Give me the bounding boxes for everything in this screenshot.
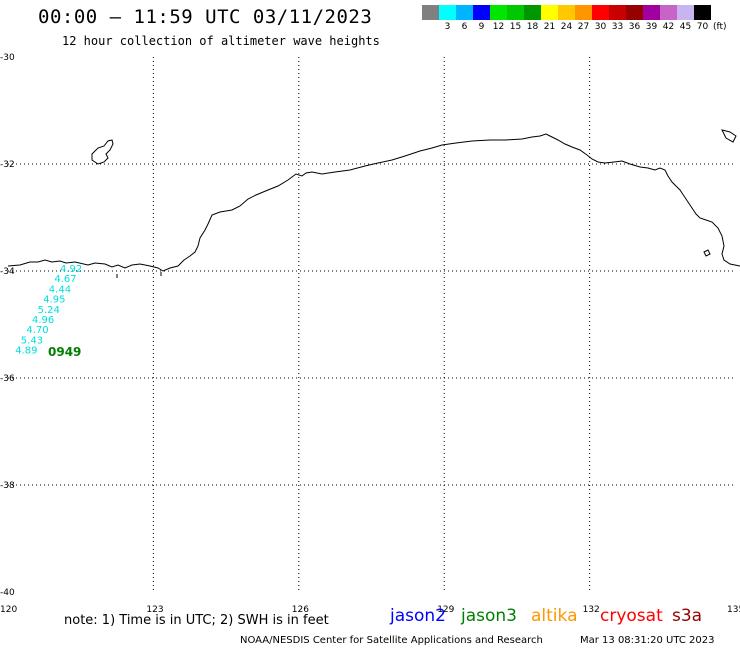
legend-swatch	[609, 5, 626, 20]
legend-label: 3	[444, 22, 451, 32]
legend-swatch	[694, 5, 711, 20]
legend-label: 30	[594, 22, 607, 32]
graticule-grid	[8, 57, 735, 592]
lon-tick-label: 135	[727, 605, 740, 615]
wave-height-value: 4.67	[54, 274, 76, 285]
wave-height-value: 4.44	[49, 284, 71, 295]
wave-height-value: 4.92	[60, 264, 82, 275]
coastline	[7, 133, 740, 272]
satellite-name: jason2	[390, 606, 446, 626]
lon-tick-label: 123	[146, 605, 163, 615]
legend-swatch	[490, 5, 507, 20]
legend-label: 15	[509, 22, 522, 32]
legend-swatch	[524, 5, 541, 20]
lon-tick-label: 129	[437, 605, 454, 615]
credit-text: NOAA/NESDIS Center for Satellite Applica…	[240, 635, 543, 646]
lat-tick-label: -30	[0, 53, 15, 63]
legend-label: 33	[611, 22, 624, 32]
wave-height-value: 5.43	[21, 335, 43, 346]
legend-label: 18	[526, 22, 539, 32]
timestamp-text: Mar 13 08:31:20 UTC 2023	[580, 635, 715, 646]
wave-readings: 4.924.674.444.955.244.964.705.434.89	[15, 264, 82, 357]
legend-label: 6	[461, 22, 468, 32]
satellite-name: jason3	[461, 606, 517, 626]
wave-height-value: 4.96	[32, 315, 54, 326]
legend-label: 27	[577, 22, 590, 32]
legend-label: 45	[679, 22, 692, 32]
legend-swatch	[422, 5, 439, 20]
map-title: 00:00 – 11:59 UTC 03/11/2023	[38, 6, 373, 28]
legend-label: 24	[560, 22, 573, 32]
lon-tick-label: 132	[583, 605, 600, 615]
lon-tick-label: 126	[292, 605, 309, 615]
island-east	[721, 129, 737, 143]
color-legend-labels: 3 6 9 12 15 18 21 24 27 30 33 36 39 42 45 70 (ft)	[422, 22, 735, 32]
wave-height-value: 4.89	[15, 346, 37, 357]
footer-note: note: 1) Time is in UTC; 2) SWH is in fe…	[64, 613, 329, 628]
pass-time-label: 0949	[48, 345, 81, 359]
legend-label: 12	[492, 22, 505, 32]
legend-swatch	[677, 5, 694, 20]
legend-swatch	[575, 5, 592, 20]
satellite-name: s3a	[672, 606, 703, 626]
legend-swatch	[558, 5, 575, 20]
legend-label: 39	[645, 22, 658, 32]
map-subtitle: 12 hour collection of altimeter wave hei…	[62, 34, 380, 48]
legend-swatch	[541, 5, 558, 20]
legend-swatch	[439, 5, 456, 20]
satellite-name: cryosat	[600, 606, 663, 626]
legend-label: 42	[662, 22, 675, 32]
legend-swatch	[473, 5, 490, 20]
wave-height-value: 4.70	[26, 325, 48, 336]
legend-label: 36	[628, 22, 641, 32]
legend-swatch	[626, 5, 643, 20]
legend-label: 9	[478, 22, 485, 32]
wave-height-value: 4.95	[43, 295, 65, 306]
legend-swatch	[592, 5, 609, 20]
satellite-name: altika	[531, 606, 578, 626]
lat-tick-label: -34	[0, 267, 15, 277]
lat-tick-label: -40	[0, 588, 15, 598]
legend-swatch	[660, 5, 677, 20]
legend-swatch	[507, 5, 524, 20]
island-coast	[91, 139, 114, 165]
legend-unit: (ft)	[713, 22, 727, 32]
legend-label: 70	[696, 22, 709, 32]
lat-tick-label: -38	[0, 481, 15, 491]
legend-swatch	[456, 5, 473, 20]
lat-tick-label: -36	[0, 374, 15, 384]
axis-tick-labels: 120 123 126 129 132 135 -30 -32 -34 -36 -38 -40	[0, 53, 740, 615]
color-legend	[422, 5, 711, 20]
legend-label: 21	[543, 22, 556, 32]
legend-swatch	[643, 5, 660, 20]
lat-tick-label: -32	[0, 160, 15, 170]
wave-height-value: 5.24	[38, 305, 60, 316]
small-island	[703, 249, 711, 257]
lon-tick-label: 120	[0, 605, 17, 615]
